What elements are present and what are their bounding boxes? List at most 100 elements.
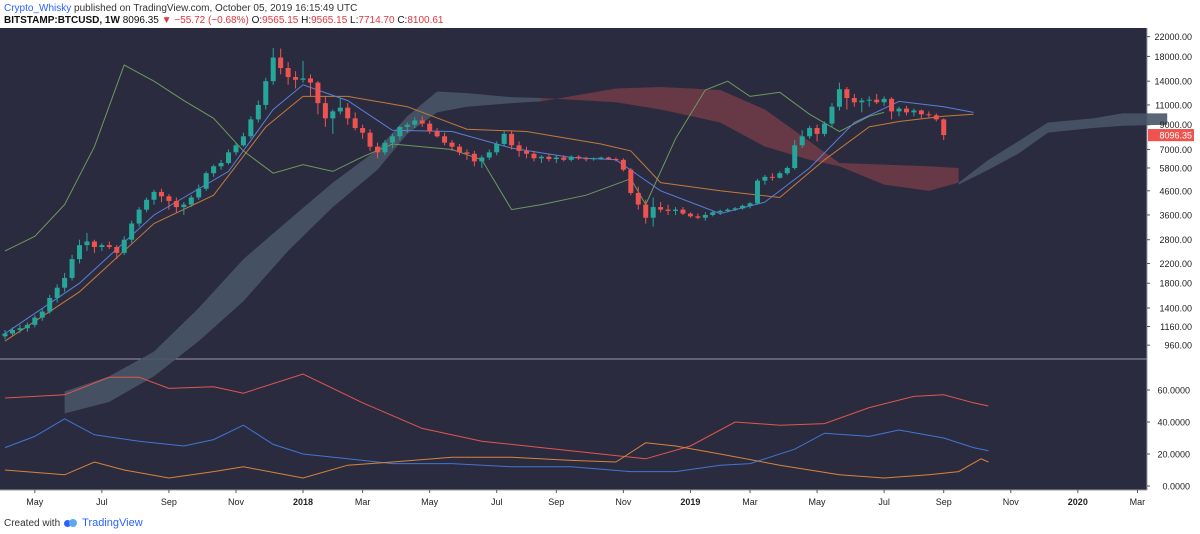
candle-down xyxy=(360,128,366,133)
candle-up xyxy=(54,287,60,298)
candles-group xyxy=(2,48,947,340)
candle-up xyxy=(248,119,254,137)
publish-text: published on TradingView.com, October 05… xyxy=(74,3,358,14)
candle-down xyxy=(918,110,924,115)
candle-down xyxy=(814,128,820,134)
candle-up xyxy=(233,145,239,153)
candle-up xyxy=(807,128,813,137)
candle-down xyxy=(158,191,164,197)
candle-down xyxy=(524,150,530,154)
candle-up xyxy=(553,157,559,160)
candle-up xyxy=(211,166,217,174)
tradingview-brand[interactable]: TradingView xyxy=(82,517,143,529)
candle-up xyxy=(784,167,790,174)
di-minus-line xyxy=(4,442,989,479)
candle-down xyxy=(933,115,939,120)
candle-up xyxy=(84,241,90,246)
current-price-tag-bg xyxy=(1148,129,1194,142)
symbol-legend: BITSTAMP:BTCUSD, 1W 8096.35 ▼ −55.72 (−0… xyxy=(4,15,443,26)
candle-up xyxy=(859,100,865,103)
candle-down xyxy=(903,108,909,113)
symbol-name: BITSTAMP:BTCUSD, 1W xyxy=(4,15,120,26)
close-label: C: xyxy=(397,15,408,26)
candle-down xyxy=(173,200,179,208)
time-tick-label: 2020 xyxy=(1068,497,1088,507)
ichimoku-cloud-bearish xyxy=(541,86,959,191)
candle-up xyxy=(501,133,507,144)
candle-down xyxy=(91,241,97,248)
footer: Created with TradingView xyxy=(4,517,143,529)
kijun-sen-line xyxy=(4,95,974,342)
time-tick-label: May xyxy=(26,497,44,507)
tradingview-logo-icon xyxy=(64,518,78,528)
candle-down xyxy=(874,99,880,103)
candle-down xyxy=(471,153,477,162)
open-label: O: xyxy=(251,15,263,26)
candle-down xyxy=(442,136,448,143)
candle-down xyxy=(434,131,440,137)
price-tick-label: 2200.00 xyxy=(1159,259,1192,269)
candle-up xyxy=(136,209,142,224)
author-link[interactable]: Crypto_Whisky xyxy=(4,3,72,14)
price-tick-label: 3600.00 xyxy=(1159,210,1192,220)
candle-down xyxy=(605,157,611,160)
indicator-tick-label: 20.0000 xyxy=(1157,450,1190,460)
price-tick-label: 18000.00 xyxy=(1154,52,1192,62)
chart-svg[interactable]: 22000.00 18000.00 14000.00 11000.00 9000.00 7… xyxy=(0,28,1200,512)
candle-down xyxy=(315,82,321,104)
candle-up xyxy=(911,110,917,113)
candle-up xyxy=(144,199,150,210)
candle-up xyxy=(263,81,269,105)
tenkan-sen-line xyxy=(4,84,974,335)
candle-up xyxy=(397,126,403,137)
candle-down xyxy=(620,159,626,170)
price-tick-label: 7000.00 xyxy=(1159,145,1192,155)
candle-up xyxy=(568,156,574,160)
candle-up xyxy=(479,157,485,162)
candle-up xyxy=(777,173,783,178)
time-tick-label: May xyxy=(809,497,827,507)
candle-up xyxy=(77,245,83,260)
candle-down xyxy=(367,132,373,147)
candle-up xyxy=(762,176,768,181)
candle-up xyxy=(754,180,760,204)
candle-down xyxy=(509,133,515,146)
candle-down xyxy=(851,98,857,103)
candle-up xyxy=(740,205,746,209)
candle-up xyxy=(255,104,261,120)
chart-area[interactable]: 22000.00 18000.00 14000.00 11000.00 9000.00 7… xyxy=(0,28,1200,512)
candle-up xyxy=(412,120,418,125)
candle-down xyxy=(658,207,664,210)
candle-down xyxy=(576,156,582,159)
candle-down xyxy=(687,213,693,217)
price-tick-label: 960.00 xyxy=(1164,341,1192,351)
candle-up xyxy=(747,203,753,206)
price-tick-label: 4600.00 xyxy=(1159,186,1192,196)
candle-down xyxy=(613,159,619,161)
candle-down xyxy=(106,245,112,248)
candle-up xyxy=(792,145,798,168)
candle-up xyxy=(203,173,209,189)
candle-down xyxy=(561,157,567,160)
candle-up xyxy=(47,297,53,312)
candle-down xyxy=(293,77,299,80)
price-tick-label: 11000.00 xyxy=(1155,100,1192,110)
candle-up xyxy=(866,99,872,101)
candle-up xyxy=(382,142,388,153)
ichimoku-cloud-future xyxy=(958,113,1168,185)
candle-down xyxy=(680,209,686,214)
candle-up xyxy=(598,157,604,159)
time-tick-label: Nov xyxy=(1003,497,1020,507)
candle-up xyxy=(196,188,202,198)
candle-down xyxy=(456,146,462,153)
candle-up xyxy=(330,111,336,119)
candle-down xyxy=(464,152,470,154)
high-value: 9565.15 xyxy=(311,15,348,26)
price-tick-label: 1400.00 xyxy=(1159,303,1192,313)
candle-up xyxy=(881,98,887,103)
publish-info: Crypto_Whisky published on TradingView.c… xyxy=(4,3,357,14)
candle-down xyxy=(285,68,291,78)
candle-up xyxy=(896,108,902,112)
candle-up xyxy=(591,158,597,160)
candle-up xyxy=(404,124,410,127)
